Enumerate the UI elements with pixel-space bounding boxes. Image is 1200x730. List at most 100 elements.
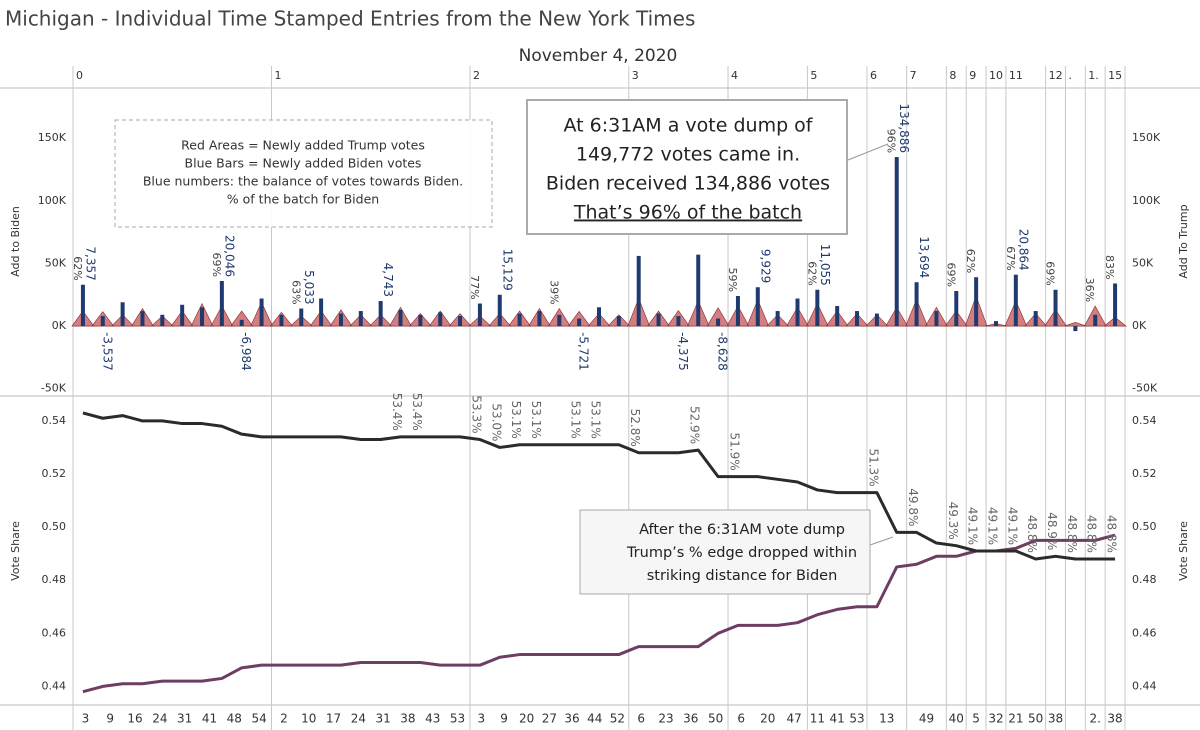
share-label: 51.9% [727, 433, 741, 471]
pct-label: 62% [805, 261, 818, 285]
biden-bar [140, 311, 145, 327]
balance-label: 20,864 [1016, 229, 1030, 271]
biden-bar [279, 314, 284, 327]
minute-label: 31 [177, 712, 192, 726]
y-tick-label: 50K [45, 256, 67, 269]
biden-bar [537, 311, 542, 327]
chart-subtitle: November 4, 2020 [519, 46, 678, 66]
legend-box [114, 119, 493, 228]
minute-label: 24 [152, 712, 167, 726]
minute-label: 16 [127, 712, 142, 726]
biden-bar [477, 303, 482, 327]
biden-bar [1053, 289, 1058, 327]
minute-label: 53 [849, 712, 864, 726]
y-tick-label: 0.46 [42, 626, 67, 639]
share-label: 53.4% [390, 393, 404, 431]
y2-tick-label: 0.52 [1132, 467, 1157, 480]
hour-label: 2 [473, 69, 480, 82]
biden-bar [954, 290, 959, 327]
biden-bar [120, 302, 125, 327]
biden-bar [1093, 314, 1098, 327]
hour-label: 1 [274, 69, 281, 82]
callout-text: Biden received 134,886 votes [546, 173, 830, 195]
share-label: 51.3% [866, 448, 880, 486]
biden-bar [696, 254, 701, 327]
biden-bar [160, 314, 165, 327]
y2-axis-title: Vote Share [1177, 521, 1190, 581]
minute-label: 24 [351, 712, 366, 726]
minute-label: 23 [658, 712, 673, 726]
y-tick-label: -50K [41, 382, 67, 395]
share-label: 53.1% [569, 401, 583, 439]
biden-bar [259, 298, 264, 327]
balance-label: 4,743 [381, 263, 395, 297]
pct-label: 62% [964, 249, 977, 273]
biden-bar [517, 313, 522, 327]
balance-label: -4,375 [676, 332, 690, 371]
biden-bar [993, 321, 998, 327]
minute-label: 20 [519, 712, 534, 726]
y2-tick-label: 0.50 [1132, 520, 1157, 533]
share-label: 52.8% [628, 409, 642, 447]
biden-bar [319, 298, 324, 327]
biden-bar [418, 314, 423, 327]
minute-label: 2 [280, 712, 288, 726]
share-label: 53.1% [589, 401, 603, 439]
minute-label: 9 [500, 712, 508, 726]
balance-label: -5,721 [577, 332, 591, 371]
balance-label: -8,628 [716, 332, 730, 371]
minute-label: 13 [879, 712, 894, 726]
biden-bar [934, 311, 939, 327]
y-tick-label: 0.54 [42, 414, 67, 427]
biden-bar [1073, 326, 1078, 332]
trump-area [706, 307, 730, 327]
balance-label: 9,929 [758, 249, 772, 283]
minute-label: 54 [251, 712, 266, 726]
hour-label: 6 [870, 69, 877, 82]
pct-label: 67% [1004, 246, 1017, 270]
minute-label: 2. [1089, 712, 1100, 726]
minute-label: 40 [949, 712, 964, 726]
pct-label: 63% [289, 280, 302, 304]
share-label: 49.1% [1005, 507, 1019, 545]
share-label: 48.8% [1025, 515, 1039, 553]
pct-label: 96% [885, 129, 898, 153]
hour-label: 10 [989, 69, 1003, 82]
biden-bar [378, 301, 383, 327]
minute-label: 20 [760, 712, 775, 726]
minute-label: 6 [637, 712, 645, 726]
pct-label: 62% [71, 256, 84, 280]
biden-bar [735, 296, 740, 327]
y-tick-label: 0.44 [42, 679, 67, 692]
callout-text: At 6:31AM a vote dump of [563, 115, 813, 137]
biden-bar [1113, 283, 1118, 327]
minute-label: 50 [708, 712, 723, 726]
share-label: 49.1% [985, 507, 999, 545]
minute-label: 36 [564, 712, 579, 726]
minute-label: 38 [400, 712, 415, 726]
pct-label: 36% [1083, 278, 1096, 302]
minute-label: 6 [737, 712, 745, 726]
minute-label: 44 [587, 712, 602, 726]
minute-label: 5 [972, 712, 980, 726]
trump-area [230, 310, 254, 327]
y-tick-label: 0.52 [42, 467, 67, 480]
biden-bar [974, 277, 979, 327]
callout-text: After the 6:31AM vote dump [639, 522, 845, 538]
biden-bar [180, 304, 185, 327]
minute-label: 31 [376, 712, 391, 726]
trump-area [1064, 322, 1087, 327]
y2-tick-label: 150K [1132, 131, 1161, 144]
minute-label: 50 [1028, 712, 1043, 726]
minute-label: 10 [301, 712, 316, 726]
legend-text: Blue Bars = Newly added Biden votes [185, 156, 422, 171]
hour-label: 4 [731, 69, 738, 82]
y2-tick-label: -50K [1132, 382, 1158, 395]
pct-label: 77% [468, 275, 481, 299]
share-label: 53.1% [509, 401, 523, 439]
legend-text: Red Areas = Newly added Trump votes [181, 138, 425, 153]
biden-bar [358, 311, 363, 327]
minute-label: 32 [988, 712, 1003, 726]
biden-bar [597, 307, 601, 327]
biden-bar [874, 313, 879, 327]
